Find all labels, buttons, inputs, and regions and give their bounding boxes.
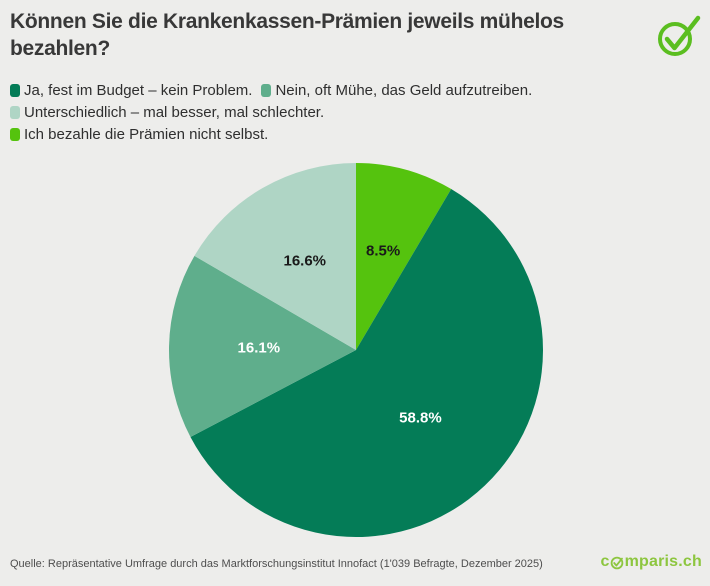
legend-marker bbox=[10, 127, 20, 141]
legend-marker bbox=[10, 105, 20, 119]
pie-slice-label: 8.5% bbox=[366, 242, 401, 260]
comparis-logo: c mparis.ch bbox=[601, 553, 703, 571]
legend-marker bbox=[261, 83, 272, 97]
logo-check-o-icon bbox=[610, 556, 624, 569]
legend-label: Nein, oft Mühe, das Geld aufzutreiben. bbox=[275, 81, 533, 99]
pie-slice bbox=[190, 189, 543, 537]
logo-text-prefix: c bbox=[600, 553, 610, 570]
pie-slice-label: 58.8% bbox=[399, 409, 442, 427]
legend-item: Unterschiedlich – mal besser, mal schlec… bbox=[10, 104, 324, 121]
pie-chart: 8.5% 58.8% 16.1% 16.6% bbox=[169, 163, 543, 537]
pie-slice bbox=[194, 163, 356, 350]
page-title-line2: bezahlen? bbox=[10, 37, 110, 60]
source-note: Quelle: Repräsentative Umfrage durch das… bbox=[10, 558, 543, 570]
legend-label: Unterschiedlich – mal besser, mal schlec… bbox=[24, 103, 325, 121]
check-circle-icon bbox=[656, 13, 702, 59]
legend-row: Unterschiedlich – mal besser, mal schlec… bbox=[10, 101, 702, 123]
legend-item: Ich bezahle die Prämien nicht selbst. bbox=[10, 126, 268, 143]
pie-slice-label: 16.1% bbox=[237, 339, 281, 357]
legend-item: Nein, oft Mühe, das Geld aufzutreiben. bbox=[261, 82, 532, 99]
legend-marker bbox=[10, 83, 20, 97]
legend-label: Ich bezahle die Prämien nicht selbst. bbox=[24, 125, 269, 143]
logo-text-suffix: mparis.ch bbox=[624, 553, 702, 570]
page-title: Können Sie die Krankenkassen-Prämien jew… bbox=[10, 8, 650, 62]
pie-chart-svg bbox=[169, 163, 543, 537]
legend-item: Ja, fest im Budget – kein Problem. bbox=[10, 82, 252, 99]
legend-label: Ja, fest im Budget – kein Problem. bbox=[24, 81, 253, 99]
pie-slice-label: 16.6% bbox=[283, 252, 327, 270]
pie-slice bbox=[169, 255, 356, 437]
chart-legend: Ja, fest im Budget – kein Problem. Nein, … bbox=[10, 79, 702, 145]
pie-slice bbox=[356, 163, 452, 350]
legend-row: Ich bezahle die Prämien nicht selbst. bbox=[10, 123, 702, 145]
page-title-line1: Können Sie die Krankenkassen-Prämien jew… bbox=[10, 10, 564, 33]
legend-row: Ja, fest im Budget – kein Problem. Nein, … bbox=[10, 79, 702, 101]
